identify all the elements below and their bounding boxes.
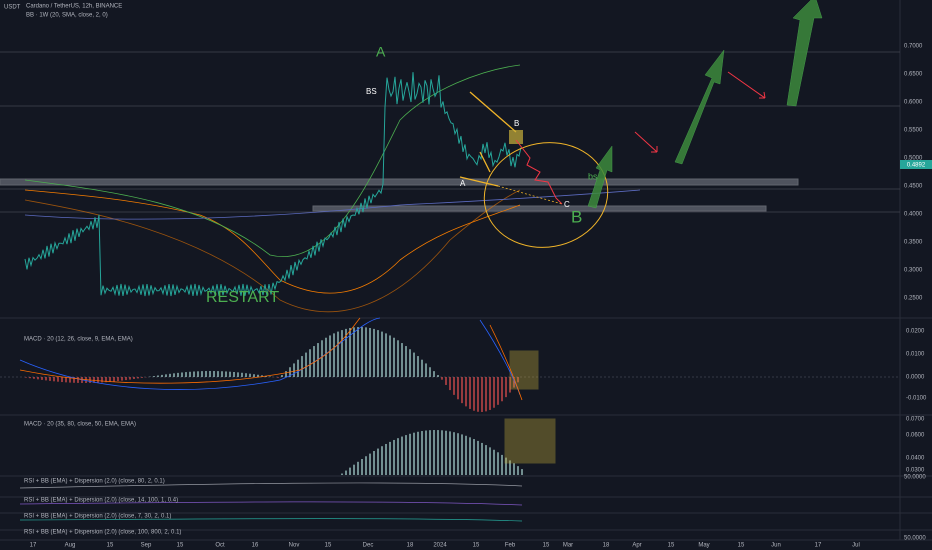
axis-label: 0.0200 [906,329,925,335]
pane-title: RSI + BB (EMA) + Dispersion (2.0) (close… [24,498,178,504]
pane-title: RSI + BB (EMA) + Dispersion (2.0) (close… [24,530,181,536]
annotation: B [514,119,519,128]
time-axis-label: May [698,543,709,549]
indicator-label: BB · 1W (20, SMA, close, 2, 0) [26,13,108,19]
macd-histogram [25,327,519,412]
bb-basis [24,189,641,220]
bb-lower-2 [24,189,521,313]
price-axis-label: 0.3000 [904,268,923,274]
rsi-lines [19,482,523,522]
annotation: A [376,44,386,60]
pane-title: RSI + BB (EMA) + Dispersion (2.0) (close… [24,479,165,485]
pane-title: MACD · 20 (35, 80, close, 50, EMA, EMA) [24,422,136,428]
time-axis-label: Apr [632,543,641,549]
wedge-line [459,176,499,187]
price-axis-label: 0.4500 [904,184,923,190]
price-axis-label: 0.6000 [904,100,923,106]
time-axis-label: 15 [543,543,550,549]
highlight-box [509,130,523,144]
price-axis-label: 0.5000 [904,156,923,162]
highlight-box [504,418,556,464]
wedge-line [479,151,491,173]
wedge-line [469,91,517,133]
time-axis-label: 17 [30,543,37,549]
time-axis-label: 18 [603,543,610,549]
current-price: 0.4892 [907,163,926,169]
support-zone [312,205,767,212]
axis-labels: 0.7000 0.6500 0.6000 0.5500 0.5000 0.4500 0.40… [24,44,927,549]
price-axis-label: 0.5500 [904,128,923,134]
time-axis-label: 15 [668,543,675,549]
down-arrows [634,71,766,153]
circle-drawing [483,142,609,248]
annotation: C [564,200,570,209]
annotation: BS [366,87,377,96]
up-arrows [587,0,823,209]
axis-label: 0.0100 [906,352,925,358]
projection-path [515,139,563,205]
time-axis-label: Jun [771,543,781,549]
axis-label: 0.0600 [906,433,925,439]
pane-title: RSI + BB (EMA) + Dispersion (2.0) (close… [24,514,171,520]
axis-label: 0.0400 [906,456,925,462]
axis-label: -0.0100 [906,396,927,402]
axis-label: 0.0300 [906,468,925,474]
price-axis-label: 0.7000 [904,44,923,50]
time-axis-label: Feb [505,543,516,549]
time-axis-label: 15 [177,543,184,549]
time-axis-label: Mar [563,543,573,549]
time-axis-label: Dec [363,543,374,549]
macd-histogram [341,430,523,475]
price-axis-label: 0.4000 [904,212,923,218]
time-axis-label: 2024 [433,543,447,549]
time-axis-label: 17 [815,543,822,549]
price-badge [900,160,932,169]
time-axis-label: 18 [407,543,414,549]
symbol-title: Cardano / TetherUS, 12h, BINANCE [26,4,122,10]
axis-label: 0.0700 [906,417,925,423]
price-axis-label: 0.3500 [904,240,923,246]
time-axis-label: Sep [141,543,152,549]
annotation: B [571,207,582,226]
highlight-box [509,350,539,390]
time-axis-label: 15 [473,543,480,549]
currency: USDT [4,5,21,11]
annotation: bs [588,171,598,181]
time-axis-label: 15 [738,543,745,549]
axis-label: 50.0000 [904,475,926,481]
time-axis-label: 15 [325,543,332,549]
bb-lower [24,189,521,294]
price-axis-label: 0.6500 [904,72,923,78]
signal-line [19,317,523,401]
support-zone [0,178,799,186]
price-axis-label: 0.2500 [904,296,923,302]
annotation: A [460,179,466,188]
time-axis-label: 16 [252,543,259,549]
time-axis-label: Nov [289,543,300,549]
time-axis-label: Jul [852,543,860,549]
time-axis-label: 15 [107,543,114,549]
time-axis-label: Oct [215,543,225,549]
price-candles [24,72,522,297]
axis-label: 50.0000 [904,536,926,542]
projection [497,185,563,205]
time-axis-label: Aug [65,543,76,549]
axis-label: 0.0000 [906,375,925,381]
pane-title: MACD · 20 (12, 26, close, 9, EMA, EMA) [24,337,133,343]
annotation: RESTART [206,289,279,306]
